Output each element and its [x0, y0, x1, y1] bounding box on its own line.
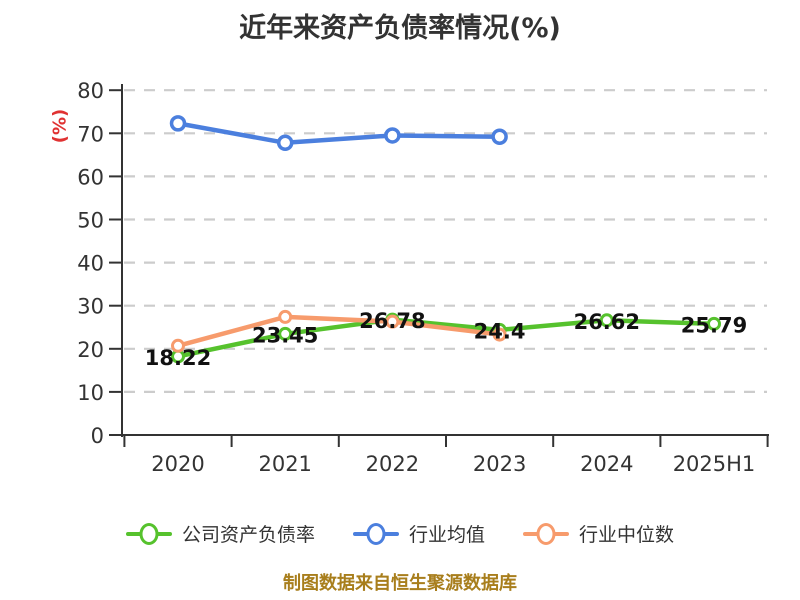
data-point-label: 26.62	[574, 310, 640, 334]
y-tick-label: 40	[77, 252, 104, 276]
data-point-label: 23.45	[252, 323, 318, 347]
data-point[interactable]	[707, 316, 721, 331]
data-point[interactable]	[278, 326, 293, 341]
y-tick-label: 70	[77, 122, 104, 146]
data-point[interactable]	[491, 128, 508, 145]
legend: 公司资产负债率 行业均值 行业中位数	[0, 520, 800, 547]
y-tick-label: 80	[77, 79, 104, 103]
data-point-label: 26.78	[359, 309, 425, 333]
chart-svg: 0 10 20 30 40 50 60 70 80 2020 2021 2022 2023 2024 202…	[77, 79, 769, 476]
legend-item-2[interactable]: 行业中位数	[523, 520, 674, 547]
x-tick-label: 2025H1	[673, 452, 756, 476]
legend-marker-icon	[125, 522, 172, 545]
data-source-note: 制图数据来自恒生聚源数据库	[283, 573, 517, 594]
data-point-label: 18.22	[145, 346, 211, 370]
series-line-1	[175, 121, 502, 146]
chart-title: 近年来资产负债率情况(%)	[239, 13, 561, 44]
y-tick-label: 20	[77, 338, 104, 362]
legend-label: 行业均值	[408, 524, 485, 546]
x-tick-label: 2022	[366, 452, 419, 476]
x-tick-label: 2020	[151, 452, 204, 476]
legend-item-1[interactable]: 行业均值	[352, 520, 485, 547]
data-point[interactable]	[278, 309, 293, 324]
y-tick-label: 60	[77, 165, 104, 189]
x-tick-label: 2023	[473, 452, 526, 476]
data-point[interactable]	[385, 314, 400, 329]
legend-item-0[interactable]: 公司资产负债率	[125, 520, 315, 547]
legend-marker-icon	[352, 522, 399, 545]
y-tick-label: 30	[77, 295, 104, 319]
data-point-label: 24.4	[474, 319, 526, 343]
legend-marker-icon	[523, 522, 569, 545]
data-point[interactable]	[169, 115, 187, 132]
data-point[interactable]	[384, 127, 401, 144]
x-tick-label: 2024	[580, 452, 633, 476]
y-tick-label: 10	[77, 381, 104, 405]
data-point-label: 25.79	[681, 313, 747, 337]
data-point[interactable]	[492, 327, 507, 342]
data-point[interactable]	[171, 338, 185, 353]
legend-label: 行业中位数	[579, 524, 675, 546]
series-line-0	[175, 317, 717, 359]
y-tick-label: 0	[91, 424, 104, 448]
legend-label: 公司资产负债率	[181, 524, 315, 546]
data-point[interactable]	[599, 313, 614, 328]
series-line-2	[175, 314, 502, 349]
x-tick-label: 2021	[258, 452, 311, 476]
y-tick-label: 50	[77, 209, 104, 233]
data-point[interactable]	[276, 134, 294, 152]
